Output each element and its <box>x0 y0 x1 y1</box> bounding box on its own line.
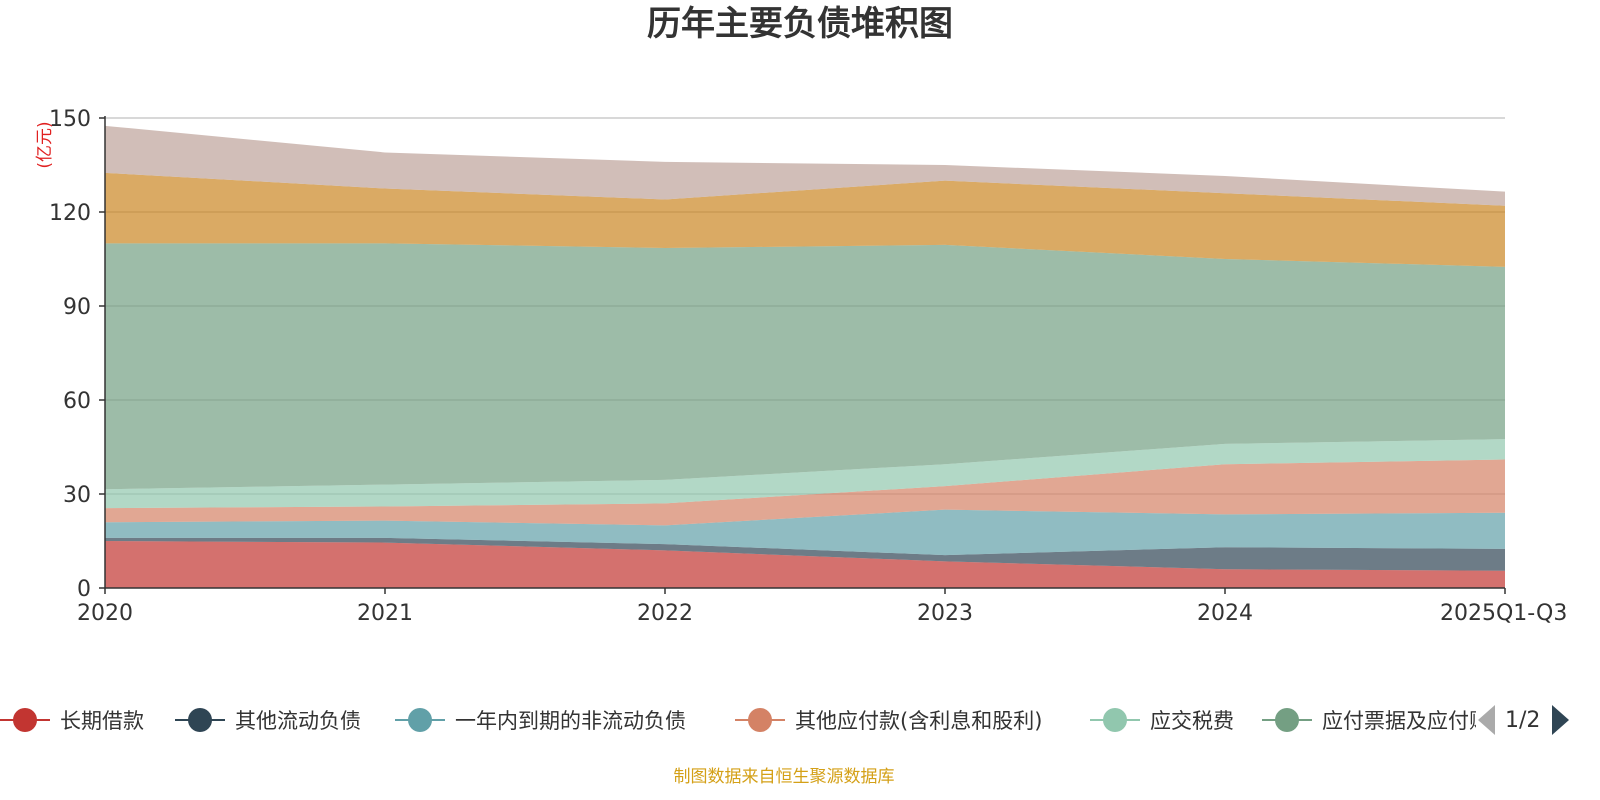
x-tick-label: 2020 <box>77 601 133 626</box>
y-tick-label: 90 <box>63 295 91 320</box>
legend-item[interactable]: 一年内到期的非流动负债 <box>395 700 686 740</box>
area-series-6[interactable] <box>105 172 1505 267</box>
legend-item[interactable]: 应付票据及应付账款 <box>1262 700 1511 740</box>
y-tick-label: 150 <box>49 107 91 132</box>
legend-label: 长期借款 <box>60 709 144 733</box>
legend-marker-icon <box>395 700 445 740</box>
chart-title: 历年主要负债堆积图 <box>647 4 953 44</box>
y-tick-label: 0 <box>77 577 91 602</box>
area-series-5[interactable] <box>105 243 1505 490</box>
y-tick-label: 60 <box>63 389 91 414</box>
legend-label: 其他应付款(含利息和股利) <box>795 709 1043 733</box>
y-tick-label: 30 <box>63 483 91 508</box>
legend-pager: 1/2 <box>1476 700 1600 740</box>
legend-label: 应交税费 <box>1150 709 1234 733</box>
y-tick-label: 120 <box>49 201 91 226</box>
legend-next-page-icon[interactable] <box>1552 705 1570 735</box>
legend-marker-icon <box>175 700 225 740</box>
legend-marker-icon <box>1262 700 1312 740</box>
legend-marker-icon <box>1090 700 1140 740</box>
legend-page-indicator: 1/2 <box>1505 707 1541 733</box>
legend-marker-icon <box>735 700 785 740</box>
area-series-2[interactable] <box>105 509 1505 556</box>
area-series-7[interactable] <box>105 125 1505 206</box>
area-series-4[interactable] <box>105 439 1505 509</box>
axes: 0 30 60 90 120 150 2020 2021 2022 2023 2024 2025Q1-… <box>49 107 1567 626</box>
area-series-1[interactable] <box>105 537 1505 571</box>
legend: 长期借款 其他流动负债 一年内到期的非流动负债 其他应付款(含利息和股利) 应交税费 应付… <box>0 700 1600 740</box>
source-note: 制图数据来自恒生聚源数据库 <box>673 767 895 787</box>
area-series-3[interactable] <box>105 459 1505 526</box>
legend-label: 一年内到期的非流动负债 <box>455 709 686 733</box>
legend-item[interactable]: 长期借款 <box>0 700 144 740</box>
x-tick-label: 2022 <box>637 601 693 626</box>
legend-prev-page-icon[interactable] <box>1478 705 1495 735</box>
legend-item[interactable]: 其他流动负债 <box>175 700 361 740</box>
x-tick-label: 2025Q1-Q3 <box>1440 601 1567 626</box>
y-axis-unit-label: (亿元) <box>35 121 55 168</box>
legend-item[interactable]: 应交税费 <box>1090 700 1234 740</box>
x-tick-label: 2023 <box>917 601 973 626</box>
x-tick-label: 2024 <box>1197 601 1253 626</box>
area-series-0[interactable] <box>105 541 1505 588</box>
legend-label: 其他流动负债 <box>235 709 361 733</box>
x-tick-label: 2021 <box>357 601 413 626</box>
chart-area: 0 30 60 90 120 150 2020 2021 2022 2023 2024 2025Q1-… <box>35 107 1567 626</box>
legend-marker-icon <box>0 700 50 740</box>
stacked-areas <box>105 125 1505 588</box>
legend-item[interactable]: 其他应付款(含利息和股利) <box>735 700 1042 740</box>
